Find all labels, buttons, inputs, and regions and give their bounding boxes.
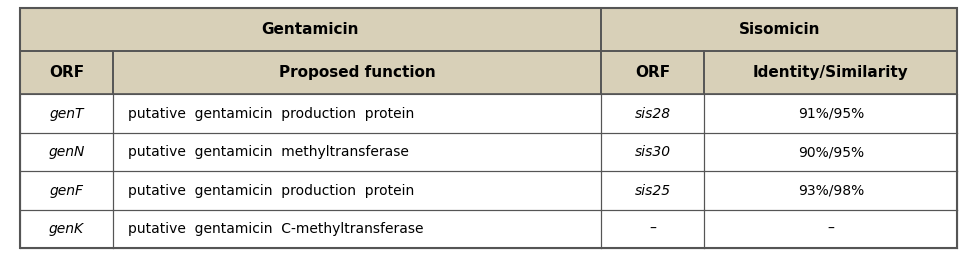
- Bar: [601, 94, 704, 133]
- Bar: [601, 51, 704, 94]
- Bar: [20, 210, 113, 248]
- Text: sis30: sis30: [635, 145, 670, 159]
- Bar: [601, 171, 704, 210]
- Text: ORF: ORF: [635, 65, 670, 80]
- Bar: [113, 210, 601, 248]
- Bar: [704, 210, 957, 248]
- Bar: [601, 133, 704, 171]
- Bar: [20, 94, 113, 133]
- Text: genF: genF: [50, 184, 83, 198]
- Text: –: –: [649, 222, 657, 236]
- Text: ORF: ORF: [49, 65, 84, 80]
- Bar: [20, 8, 601, 51]
- Bar: [20, 51, 113, 94]
- Bar: [704, 171, 957, 210]
- Bar: [704, 51, 957, 94]
- Text: Sisomicin: Sisomicin: [739, 22, 820, 37]
- Text: 91%/95%: 91%/95%: [797, 106, 864, 121]
- Text: putative  gentamicin  methyltransferase: putative gentamicin methyltransferase: [128, 145, 408, 159]
- Text: Proposed function: Proposed function: [278, 65, 436, 80]
- Text: Gentamicin: Gentamicin: [262, 22, 359, 37]
- Bar: [601, 8, 957, 51]
- Bar: [704, 133, 957, 171]
- Text: 93%/98%: 93%/98%: [797, 184, 864, 198]
- Text: –: –: [828, 222, 834, 236]
- Bar: [113, 94, 601, 133]
- Bar: [113, 133, 601, 171]
- Text: sis28: sis28: [635, 106, 670, 121]
- Text: putative  gentamicin  production  protein: putative gentamicin production protein: [128, 106, 414, 121]
- Bar: [20, 133, 113, 171]
- Text: putative  gentamicin  production  protein: putative gentamicin production protein: [128, 184, 414, 198]
- Bar: [113, 51, 601, 94]
- Text: genK: genK: [49, 222, 84, 236]
- Text: 90%/95%: 90%/95%: [798, 145, 864, 159]
- Bar: [20, 171, 113, 210]
- Text: Identity/Similarity: Identity/Similarity: [753, 65, 909, 80]
- Text: putative  gentamicin  C-methyltransferase: putative gentamicin C-methyltransferase: [128, 222, 423, 236]
- Bar: [113, 171, 601, 210]
- Bar: [704, 94, 957, 133]
- Text: genT: genT: [49, 106, 84, 121]
- Text: sis25: sis25: [635, 184, 670, 198]
- Text: genN: genN: [48, 145, 85, 159]
- Bar: [601, 210, 704, 248]
